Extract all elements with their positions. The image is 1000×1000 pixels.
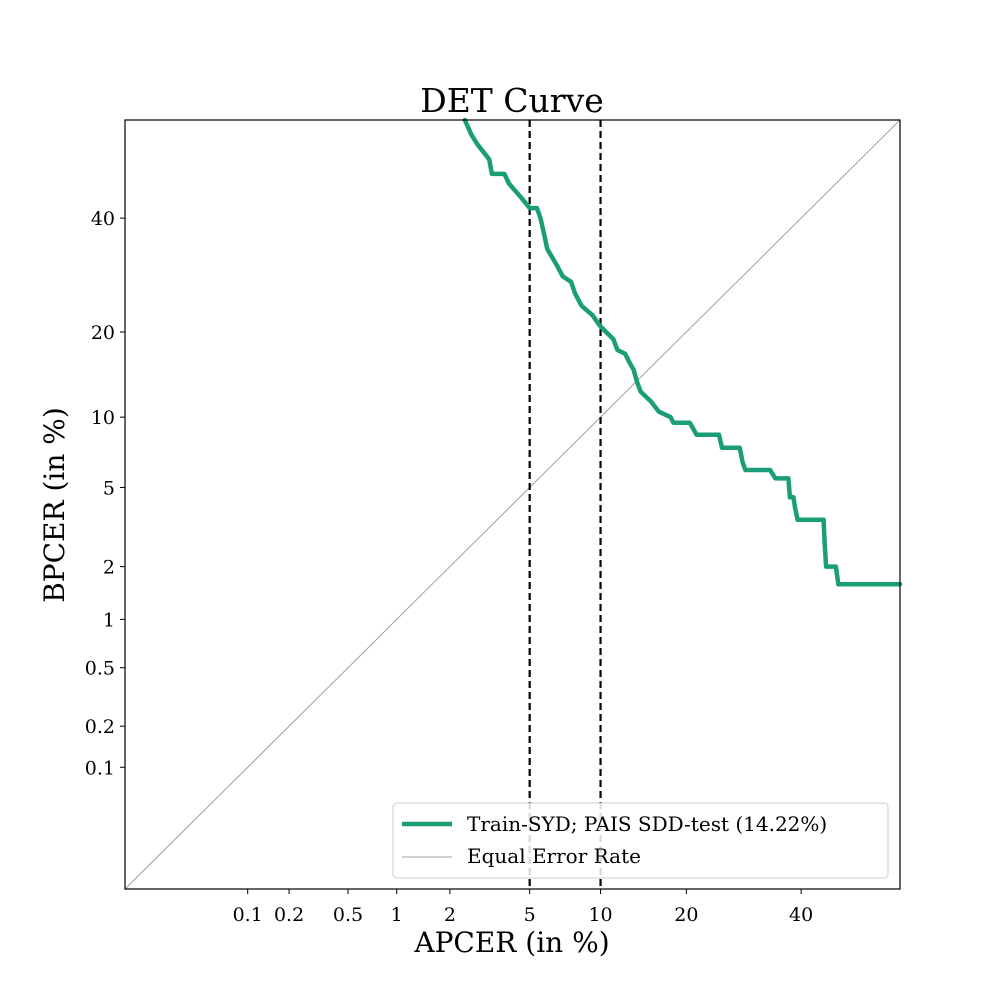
x-tick-label-10: 10 (588, 904, 612, 926)
y-tick-label-1: 1 (103, 609, 115, 631)
legend: Train-SYD; PAIS SDD-test (14.22%) Equal … (392, 802, 889, 879)
x-tick-label-40: 40 (789, 904, 813, 926)
legend-label-eer: Equal Error Rate (467, 844, 641, 868)
plot-marks (124, 117, 903, 890)
x-tick-label-0-2: 0.2 (274, 904, 304, 926)
y-axis-title: BPCER (in %) (38, 407, 71, 603)
x-tick-label-5: 5 (524, 904, 536, 926)
x-axis-title: APCER (in %) (413, 926, 609, 959)
legend-box (392, 802, 889, 879)
y-tick-label-40: 40 (91, 208, 115, 230)
y-tick-label-0-1: 0.1 (85, 757, 115, 779)
x-tick-label-1: 1 (391, 904, 403, 926)
y-tick-label-5: 5 (103, 477, 115, 499)
legend-label-det-curve: Train-SYD; PAIS SDD-test (14.22%) (467, 812, 827, 836)
x-axis-ticks: 0.1 0.2 0.5 1 2 5 10 20 40 (233, 889, 813, 926)
x-tick-label-20: 20 (674, 904, 698, 926)
y-tick-label-2: 2 (103, 557, 115, 579)
series-det-curve-line (462, 117, 903, 587)
y-tick-label-0-5: 0.5 (85, 658, 115, 680)
series-equal-error-rate-line (124, 119, 901, 890)
x-tick-label-2: 2 (444, 904, 456, 926)
y-tick-label-10: 10 (91, 407, 115, 429)
y-axis-ticks: 0.1 0.2 0.5 1 2 5 10 20 40 (85, 208, 125, 779)
y-tick-label-0-2: 0.2 (85, 716, 115, 738)
x-tick-label-0-5: 0.5 (333, 904, 363, 926)
y-tick-label-20: 20 (91, 322, 115, 344)
chart-title: DET Curve (420, 81, 604, 120)
x-tick-label-0-1: 0.1 (233, 904, 263, 926)
plot-frame (124, 119, 901, 890)
